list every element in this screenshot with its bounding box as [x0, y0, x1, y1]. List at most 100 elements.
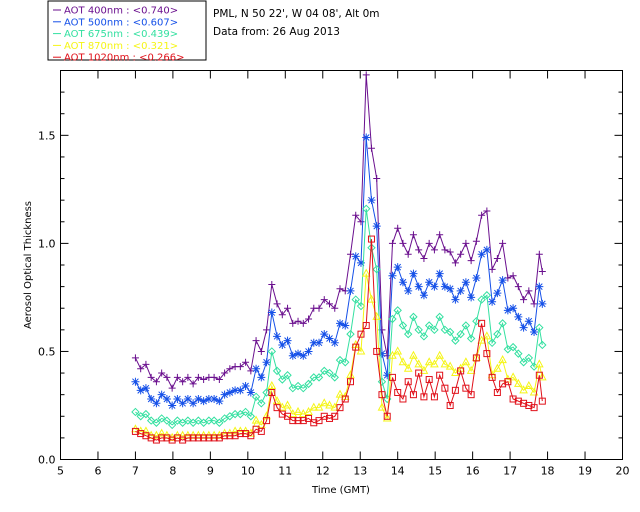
- x-axis-label: Time (GMT): [311, 485, 370, 496]
- series-aot-500nm: [131, 133, 547, 410]
- x-tick-label: 11: [278, 465, 292, 478]
- data-point: [246, 388, 255, 397]
- data-point: [309, 402, 319, 411]
- data-point: [530, 404, 538, 412]
- data-point: [231, 432, 239, 440]
- data-point: [509, 272, 517, 280]
- data-point: [467, 293, 476, 302]
- data-point: [404, 286, 413, 295]
- data-point: [173, 416, 182, 425]
- data-point: [215, 376, 223, 384]
- data-point: [272, 396, 282, 405]
- data-point: [231, 386, 240, 395]
- data-point: [298, 409, 308, 418]
- data-point: [215, 434, 223, 442]
- data-point: [325, 334, 334, 343]
- data-point: [294, 317, 302, 325]
- legend: AOT 400nm : <0.740>AOT 500nm : <0.607>AO…: [47, 0, 207, 64]
- data-point: [524, 380, 534, 390]
- data-point: [538, 397, 546, 405]
- data-point: [398, 357, 408, 366]
- data-point: [404, 250, 412, 258]
- data-point: [482, 291, 492, 300]
- data-point: [441, 384, 449, 392]
- data-point: [409, 391, 417, 399]
- data-point: [142, 432, 150, 440]
- data-point: [525, 287, 533, 295]
- data-point: [362, 322, 370, 330]
- data-point: [530, 327, 539, 336]
- data-point: [483, 207, 491, 215]
- data-point: [221, 369, 229, 377]
- x-tick-label: 18: [541, 465, 555, 478]
- data-point: [256, 419, 266, 428]
- data-point: [445, 361, 455, 370]
- data-point: [529, 387, 539, 396]
- axes: 5 6 7 8 9 10 11 12 13 14 15 16 17 18 19 20 0.0 0.5 1.0 1.5: [38, 70, 630, 478]
- data-point: [535, 323, 544, 332]
- data-point: [362, 133, 371, 142]
- data-point: [357, 218, 365, 226]
- x-tick-label: 17: [503, 465, 517, 478]
- site-info: PML, N 50 22', W 04 08', Alt 0m: [213, 8, 380, 20]
- data-point: [456, 329, 465, 339]
- data-point: [457, 250, 465, 258]
- data-point: [382, 413, 392, 422]
- data-point: [435, 312, 444, 322]
- data-point: [538, 340, 547, 350]
- data-point: [388, 350, 397, 359]
- data-point: [262, 358, 271, 367]
- data-point: [335, 355, 345, 365]
- data-point: [472, 273, 481, 282]
- data-point: [493, 255, 501, 263]
- data-point: [482, 245, 491, 254]
- data-point: [440, 325, 450, 335]
- data-point: [152, 399, 161, 408]
- data-point: [524, 317, 533, 326]
- data-point: [461, 278, 470, 287]
- data-point: [498, 355, 507, 364]
- data-point: [424, 321, 434, 330]
- data-point: [535, 250, 543, 258]
- data-point: [158, 434, 166, 442]
- data-point: [356, 346, 366, 355]
- data-point: [252, 364, 261, 373]
- legend-box: [47, 0, 207, 61]
- data-point: [251, 392, 261, 402]
- data-point: [183, 416, 193, 425]
- data-point: [336, 404, 344, 412]
- series-layer: [131, 71, 547, 444]
- data-point: [388, 314, 397, 324]
- data-point: [283, 400, 292, 409]
- data-point: [284, 304, 292, 312]
- data-point: [310, 419, 318, 427]
- data-point: [414, 359, 424, 368]
- data-point: [200, 434, 208, 442]
- data-point: [293, 406, 303, 415]
- data-point: [179, 378, 187, 386]
- data-point: [152, 378, 160, 386]
- data-point: [131, 407, 140, 417]
- data-point: [519, 385, 528, 394]
- data-point: [430, 393, 438, 401]
- data-point: [351, 252, 360, 261]
- data-point: [524, 353, 534, 363]
- data-point: [508, 342, 518, 352]
- data-point: [242, 430, 250, 438]
- data-point: [194, 394, 203, 403]
- data-point: [440, 282, 449, 291]
- data-point: [367, 294, 376, 303]
- data-point: [278, 340, 287, 349]
- data-point: [457, 367, 465, 375]
- data-point: [251, 415, 261, 424]
- y-tick-label: 1.0: [38, 237, 56, 250]
- data-point: [372, 265, 381, 274]
- data-point: [257, 347, 265, 355]
- data-point: [399, 395, 407, 403]
- data-point: [284, 412, 292, 420]
- x-tick-label: 13: [353, 465, 367, 478]
- data-point: [152, 436, 160, 444]
- data-point: [451, 336, 460, 345]
- data-point: [503, 306, 512, 315]
- series-aot-675nm: [131, 204, 547, 430]
